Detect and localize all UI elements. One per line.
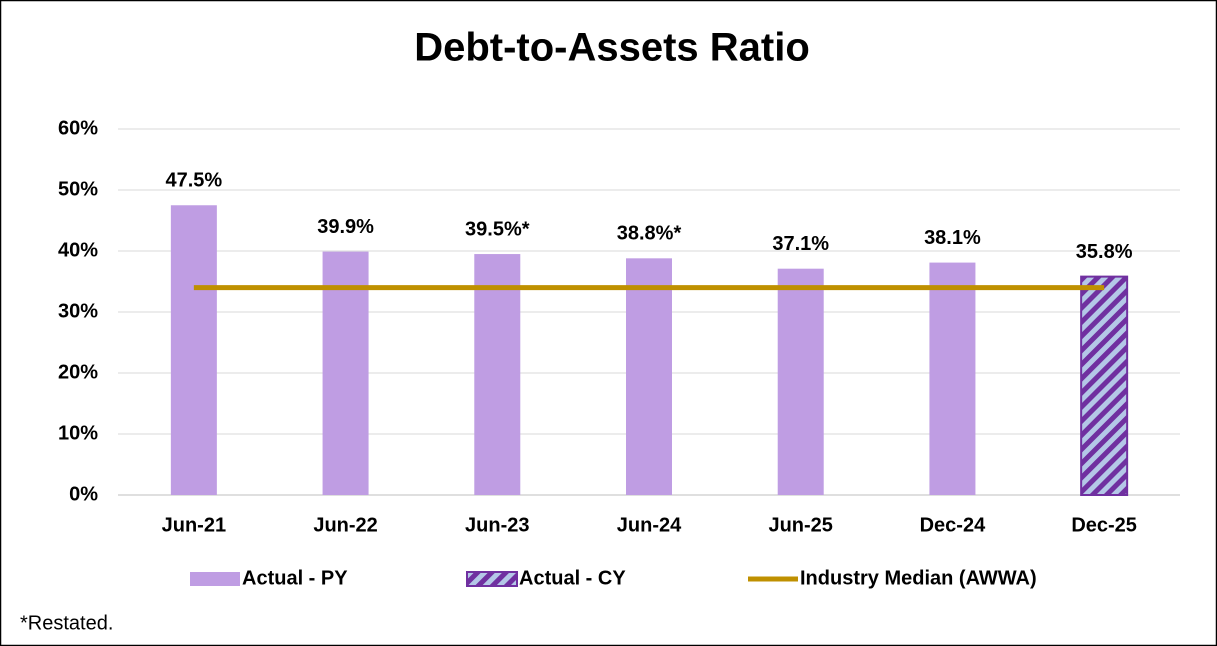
data-label: 47.5% <box>165 170 222 192</box>
legend-label: Industry Median (AWWA) <box>800 567 1037 589</box>
bar <box>929 262 976 495</box>
x-tick-label: Jun-22 <box>313 514 377 536</box>
y-tick-label: 40% <box>58 239 98 261</box>
y-tick-label: 60% <box>58 117 98 139</box>
legend-label: Actual - CY <box>519 567 626 589</box>
data-label: 38.1% <box>924 227 981 249</box>
legend-label: Actual - PY <box>242 567 348 589</box>
bar <box>777 268 824 495</box>
data-label: 35.8% <box>1076 241 1133 263</box>
data-label: 39.5%* <box>465 218 530 240</box>
x-tick-label: Dec-24 <box>920 514 986 536</box>
y-tick-label: 10% <box>58 422 98 444</box>
data-label: 38.8%* <box>617 223 682 245</box>
x-tick-label: Jun-25 <box>768 514 832 536</box>
legend-swatch <box>190 572 240 586</box>
y-tick-label: 20% <box>58 361 98 383</box>
bar <box>1080 275 1129 496</box>
y-tick-label: 50% <box>58 178 98 200</box>
bar <box>322 251 369 495</box>
bar <box>170 205 217 495</box>
chart-title: Debt-to-Assets Ratio <box>414 26 810 70</box>
x-tick-label: Jun-21 <box>162 514 226 536</box>
bar <box>626 258 672 495</box>
y-tick-label: 0% <box>69 483 98 505</box>
data-label: 39.9% <box>317 216 374 238</box>
legend-swatch <box>466 571 518 587</box>
y-tick-label: 30% <box>58 300 98 322</box>
footnote: *Restated. <box>20 612 113 634</box>
x-tick-label: Jun-23 <box>465 514 529 536</box>
x-tick-label: Dec-25 <box>1071 514 1137 536</box>
x-tick-label: Jun-24 <box>617 514 682 536</box>
data-label: 37.1% <box>772 233 829 255</box>
bar <box>474 254 521 495</box>
